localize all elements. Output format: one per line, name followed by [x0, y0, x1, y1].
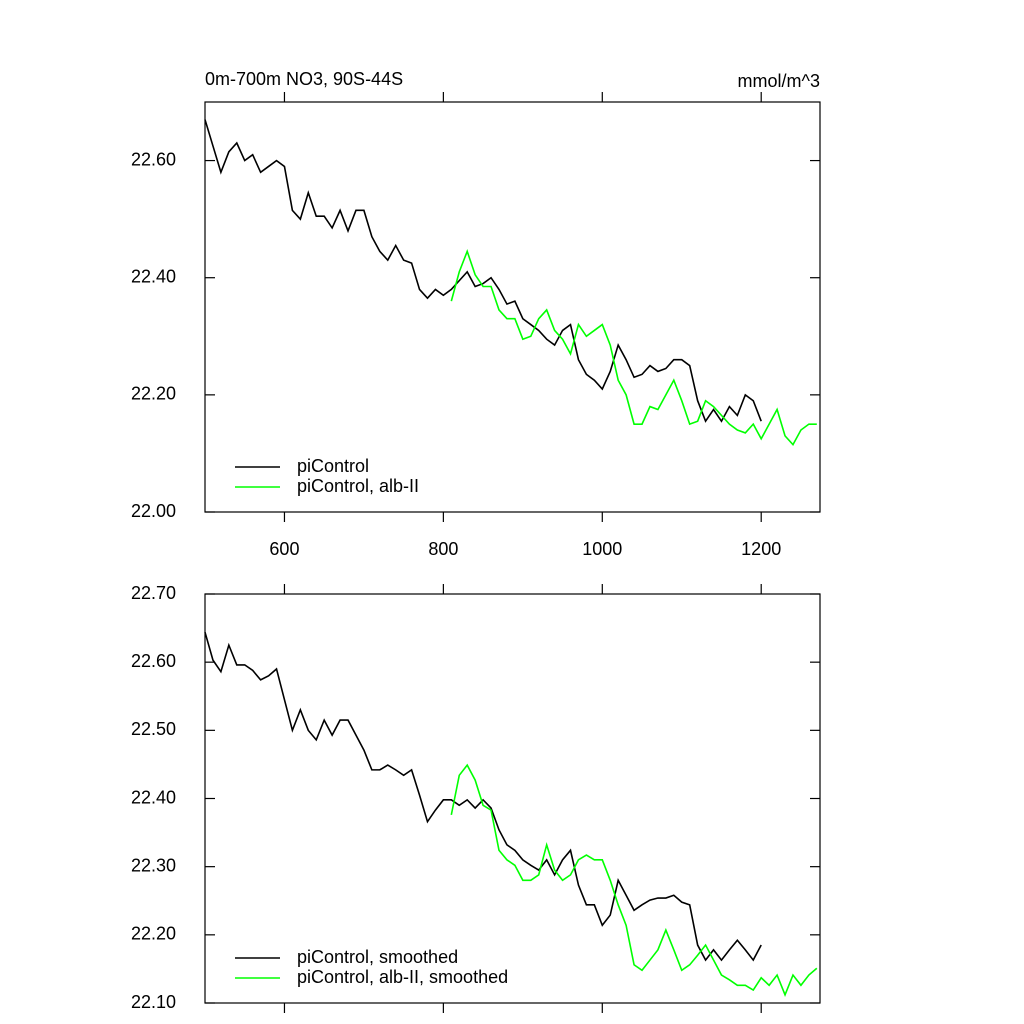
y-tick-label: 22.50 — [131, 719, 176, 739]
legend-label: piControl, alb-II, smoothed — [297, 967, 508, 987]
legend-label: piControl, alb-II — [297, 476, 419, 496]
units-label: mmol/m^3 — [738, 71, 820, 91]
y-tick-label: 22.20 — [131, 384, 176, 404]
y-tick-label: 22.60 — [131, 651, 176, 671]
data-line — [450, 249, 817, 447]
x-tick-label: 800 — [428, 539, 458, 559]
x-tick-label: 600 — [269, 539, 299, 559]
x-tick-label: 1200 — [741, 539, 781, 559]
y-tick-label: 22.30 — [131, 855, 176, 875]
x-tick-label: 1000 — [582, 539, 622, 559]
data-line — [204, 119, 762, 423]
plot-frame — [204, 101, 821, 513]
y-tick-label: 22.20 — [131, 924, 176, 944]
y-tick-label: 22.40 — [131, 266, 176, 286]
data-line — [204, 631, 762, 962]
y-tick-label: 22.70 — [131, 583, 176, 603]
y-tick-label: 22.40 — [131, 787, 176, 807]
data-line — [450, 763, 818, 997]
chart-title: 0m-700m NO3, 90S-44S — [205, 69, 403, 89]
y-tick-label: 22.00 — [131, 501, 176, 521]
plot-frame — [204, 593, 821, 1004]
y-tick-label: 22.60 — [131, 149, 176, 169]
legend-label: piControl, smoothed — [297, 947, 458, 967]
y-tick-label: 22.10 — [131, 992, 176, 1012]
legend-label: piControl — [297, 456, 369, 476]
